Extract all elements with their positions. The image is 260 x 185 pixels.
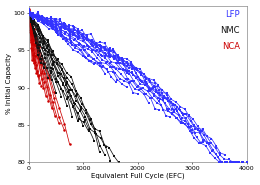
- Text: LFP: LFP: [225, 10, 240, 19]
- X-axis label: Equivalent Full Cycle (EFC): Equivalent Full Cycle (EFC): [91, 173, 185, 179]
- Y-axis label: % Initial Capacity: % Initial Capacity: [5, 53, 11, 115]
- Text: NMC: NMC: [220, 26, 240, 35]
- Text: NCA: NCA: [222, 42, 240, 51]
